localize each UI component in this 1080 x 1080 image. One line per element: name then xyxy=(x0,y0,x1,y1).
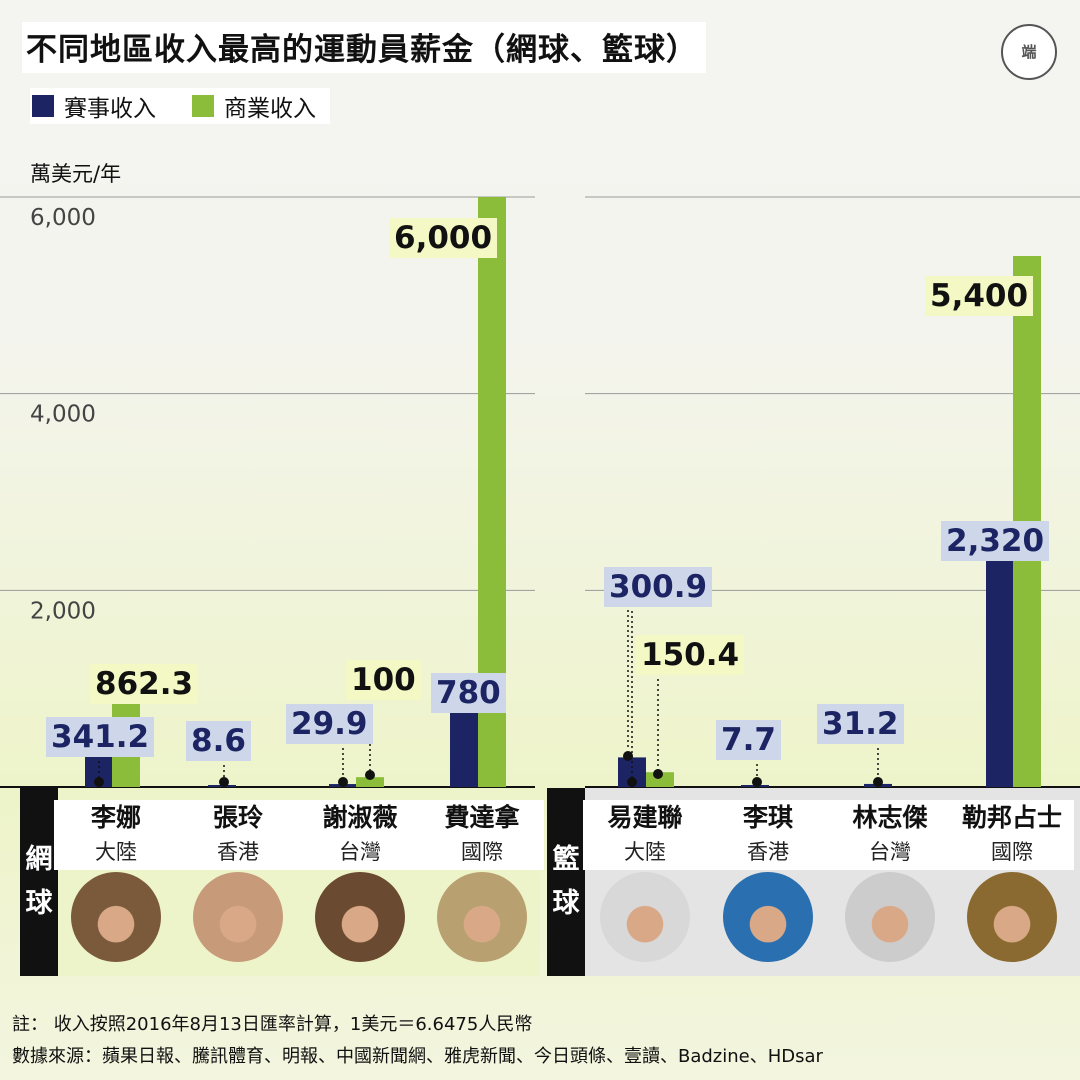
athlete-card: 林志傑 台灣 xyxy=(828,800,952,870)
leader-dot xyxy=(338,777,348,787)
athlete-card: 費達拿 國際 xyxy=(420,800,544,870)
athlete-region: 國際 xyxy=(950,836,1074,870)
leader-dot xyxy=(219,777,229,787)
data-label-commercial: 5,400 xyxy=(925,276,1034,316)
athlete-region: 香港 xyxy=(176,836,300,870)
leader-dot xyxy=(627,777,637,787)
bar-commercial xyxy=(356,777,384,787)
athlete-photo-icon xyxy=(437,872,527,962)
data-label-event: 300.9 xyxy=(604,567,713,607)
y-tick-label: 2,000 xyxy=(30,598,96,624)
data-label-commercial: 150.4 xyxy=(636,635,745,675)
data-label-commercial: 862.3 xyxy=(90,664,199,704)
athlete-photo-icon xyxy=(193,872,283,962)
athlete-photo-icon xyxy=(723,872,813,962)
athlete-region: 大陸 xyxy=(583,836,707,870)
athlete-card: 謝淑薇 台灣 xyxy=(298,800,422,870)
data-label-commercial: 6,000 xyxy=(389,218,498,258)
athlete-name: 易建聯 xyxy=(583,800,707,836)
athlete-region: 香港 xyxy=(706,836,830,870)
chart-title: 不同地區收入最高的運動員薪金（網球、籃球） xyxy=(22,22,706,73)
data-label-event: 7.7 xyxy=(716,720,781,760)
y-axis-label: 萬美元/年 xyxy=(30,162,122,186)
sport-label-char: 網 xyxy=(25,844,53,875)
data-label-event: 780 xyxy=(431,673,506,713)
data-label-event: 29.9 xyxy=(286,704,373,744)
athlete-card: 勒邦占士 國際 xyxy=(950,800,1074,870)
data-source: 數據來源：蘋果日報、騰訊體育、明報、中國新聞網、雅虎新聞、今日頭條、壹讀、Bad… xyxy=(12,1046,823,1067)
y-tick-label: 6,000 xyxy=(30,205,96,231)
sport-label-char: 球 xyxy=(25,888,53,919)
y-tick-label: 4,000 xyxy=(30,402,96,428)
legend-label-event: 賽事收入 xyxy=(64,96,156,122)
leader-dot xyxy=(873,777,883,787)
leader-dot xyxy=(623,751,633,761)
athlete-name: 費達拿 xyxy=(420,800,544,836)
athlete-region: 台灣 xyxy=(298,836,422,870)
sport-label-char: 籃 xyxy=(552,844,580,875)
athlete-name: 勒邦占士 xyxy=(950,800,1074,836)
data-label-event: 2,320 xyxy=(941,521,1050,561)
data-label-commercial: 100 xyxy=(346,660,421,700)
leader-dot xyxy=(752,777,762,787)
athlete-region: 國際 xyxy=(420,836,544,870)
bar-event xyxy=(450,710,478,787)
leader-dot xyxy=(653,769,663,779)
athlete-name: 張玲 xyxy=(176,800,300,836)
initium-logo-icon: 端 xyxy=(1001,24,1057,80)
legend-swatch-commercial xyxy=(192,95,214,117)
athlete-card: 張玲 香港 xyxy=(176,800,300,870)
athlete-photo-icon xyxy=(315,872,405,962)
athlete-card: 易建聯 大陸 xyxy=(583,800,707,870)
leader-dot xyxy=(365,770,375,780)
leader-dot xyxy=(94,777,104,787)
athlete-photo-icon xyxy=(600,872,690,962)
athlete-region: 台灣 xyxy=(828,836,952,870)
sport-label: 網球 xyxy=(20,788,58,976)
bar-commercial xyxy=(646,772,674,787)
legend: 賽事收入 商業收入 xyxy=(30,88,330,124)
data-label-event: 341.2 xyxy=(46,717,155,757)
bar-event xyxy=(986,558,1014,787)
sport-label: 籃球 xyxy=(547,788,585,976)
legend-item-commercial: 商業收入 xyxy=(192,89,316,123)
data-label-event: 8.6 xyxy=(186,721,251,761)
legend-label-commercial: 商業收入 xyxy=(224,96,316,122)
athlete-name: 李娜 xyxy=(54,800,178,836)
athlete-name: 林志傑 xyxy=(828,800,952,836)
legend-item-event: 賽事收入 xyxy=(32,89,156,123)
legend-swatch-event xyxy=(32,95,54,117)
data-label-event: 31.2 xyxy=(817,704,904,744)
sport-label-char: 球 xyxy=(552,888,580,919)
athlete-card: 李娜 大陸 xyxy=(54,800,178,870)
athlete-card: 李琪 香港 xyxy=(706,800,830,870)
athlete-name: 謝淑薇 xyxy=(298,800,422,836)
footnote: 註： 收入按照2016年8月13日匯率計算，1美元＝6.6475人民幣 xyxy=(12,1014,533,1035)
athlete-photo-icon xyxy=(967,872,1057,962)
athlete-name: 李琪 xyxy=(706,800,830,836)
athlete-photo-icon xyxy=(845,872,935,962)
athlete-photo-icon xyxy=(71,872,161,962)
athlete-region: 大陸 xyxy=(54,836,178,870)
